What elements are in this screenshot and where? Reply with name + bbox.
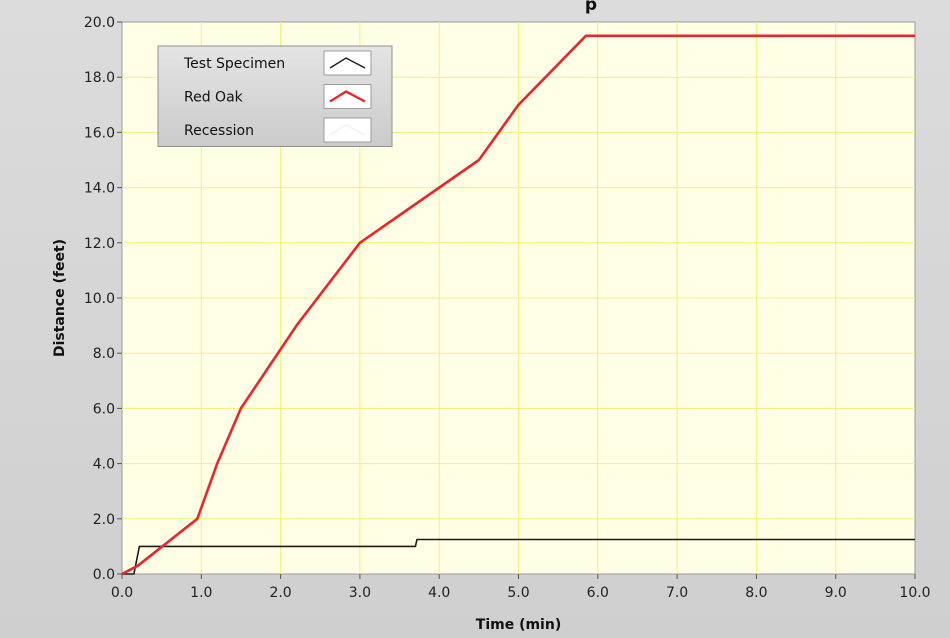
legend-swatch-line <box>329 90 366 103</box>
y-tick-label: 4.0 <box>93 457 115 473</box>
legend-swatch <box>323 50 372 76</box>
legend-swatch <box>323 84 372 109</box>
x-tick-label: 9.0 <box>825 585 847 601</box>
x-tick-label: 2.0 <box>269 585 291 601</box>
x-axis-label: Time (min) <box>476 617 561 633</box>
series-line-test-specimen <box>122 538 915 575</box>
x-tick-label: 7.0 <box>666 585 688 601</box>
legend-swatch <box>323 117 372 143</box>
x-tick-label: 1.0 <box>190 585 212 601</box>
y-tick-label: 14.0 <box>84 181 115 197</box>
legend-item: Test Specimen <box>183 50 372 76</box>
legend: Test Specimen Red Oak Recession <box>157 45 393 147</box>
series-lines <box>121 34 915 576</box>
legend-label: Recession <box>184 123 254 139</box>
y-axis-label: Distance (feet) <box>52 239 68 357</box>
axes: 0.0 1.0 2.0 3.0 4.0 5.0 6.0 7.0 8.0 9.0 10.0 0.0 2.0… <box>84 15 931 601</box>
x-tick-label: 3.0 <box>349 585 371 601</box>
legend-swatch-line <box>329 57 366 69</box>
series-line-red-oak <box>121 34 915 576</box>
legend-item: Recession <box>184 117 372 143</box>
y-tick-label: 16.0 <box>84 125 115 141</box>
x-tick-label: 10.0 <box>899 585 930 601</box>
x-tick-label: 4.0 <box>428 585 450 601</box>
x-tick-label: 6.0 <box>587 585 609 601</box>
x-tick-label: 5.0 <box>507 585 529 601</box>
legend-swatch-line <box>329 124 366 136</box>
y-tick-label: 2.0 <box>93 512 115 528</box>
gridlines <box>122 22 915 574</box>
y-tick-label: 10.0 <box>84 291 115 307</box>
x-tick-label: 8.0 <box>745 585 767 601</box>
y-tick-label: 0.0 <box>93 567 115 583</box>
y-tick-label: 6.0 <box>93 401 115 417</box>
x-tick-label: 0.0 <box>111 585 133 601</box>
y-tick-label: 8.0 <box>93 346 115 362</box>
y-tick-label: 18.0 <box>84 70 115 86</box>
legend-label: Test Specimen <box>183 56 285 72</box>
y-tick-label: 20.0 <box>84 15 115 31</box>
legend-label: Red Oak <box>184 90 244 106</box>
legend-item: Red Oak <box>184 84 372 109</box>
chart-title-fragment: p <box>585 0 597 15</box>
y-tick-label: 12.0 <box>84 236 115 252</box>
